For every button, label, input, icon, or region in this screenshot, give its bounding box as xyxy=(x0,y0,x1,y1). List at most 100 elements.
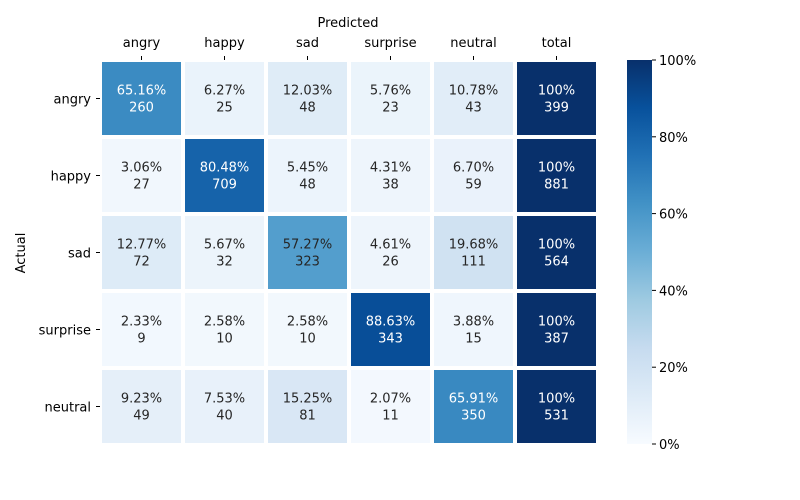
cell-percent-label: 12.77% xyxy=(117,238,167,253)
cell-count-label: 531 xyxy=(544,409,569,424)
heatmap-cell xyxy=(98,289,185,370)
cell-percent-label: 6.27% xyxy=(204,84,245,99)
cell-count-label: 10 xyxy=(216,332,233,347)
cell-count-label: 9 xyxy=(137,332,145,347)
cell-percent-label: 7.53% xyxy=(204,392,245,407)
row-tick-label: happy xyxy=(51,170,92,185)
heatmap-cell xyxy=(347,289,434,370)
heatmap-cell xyxy=(181,58,268,139)
colorbar-ticks: 0% 20% 40% 60% 80% 100% xyxy=(652,54,696,453)
cell-count-label: 564 xyxy=(544,255,569,270)
cell-percent-label: 5.67% xyxy=(204,238,245,253)
colorbar-tick-label: 20% xyxy=(659,361,688,376)
cell-percent-label: 10.78% xyxy=(449,84,499,99)
heatmap-cell xyxy=(513,212,600,293)
heatmap-cell xyxy=(513,58,600,139)
cell-percent-label: 100% xyxy=(538,84,575,99)
cell-count-label: 72 xyxy=(133,255,150,270)
cell-count-label: 25 xyxy=(216,101,233,116)
y-axis-label: Actual xyxy=(14,233,29,274)
heatmap-cell xyxy=(98,212,185,293)
heatmap-cell xyxy=(430,289,517,370)
cell-percent-label: 100% xyxy=(538,315,575,330)
heatmap-cell xyxy=(347,212,434,293)
cell-count-label: 323 xyxy=(295,255,320,270)
heatmap-cell xyxy=(513,135,600,216)
cell-percent-label: 3.88% xyxy=(453,315,494,330)
colorbar-tick-label: 80% xyxy=(659,131,688,146)
heatmap-cell xyxy=(347,58,434,139)
cell-percent-label: 6.70% xyxy=(453,161,494,176)
cell-percent-label: 2.58% xyxy=(204,315,245,330)
cell-percent-label: 5.45% xyxy=(287,161,328,176)
heatmap-cell xyxy=(513,289,600,370)
column-tick-label: neutral xyxy=(450,36,497,51)
column-tick-label: total xyxy=(542,36,572,51)
cell-percent-label: 9.23% xyxy=(121,392,162,407)
cell-percent-label: 88.63% xyxy=(366,315,416,330)
row-tick-label: surprise xyxy=(39,324,91,339)
heatmap-cell xyxy=(98,366,185,447)
cell-count-label: 48 xyxy=(299,101,316,116)
column-tick-label: happy xyxy=(204,36,245,51)
cell-count-label: 111 xyxy=(461,255,486,270)
cell-percent-label: 80.48% xyxy=(200,161,250,176)
heatmap-cell xyxy=(264,289,351,370)
cell-percent-label: 65.91% xyxy=(449,392,499,407)
cell-percent-label: 2.07% xyxy=(370,392,411,407)
cell-percent-label: 3.06% xyxy=(121,161,162,176)
cell-percent-label: 2.33% xyxy=(121,315,162,330)
cell-count-label: 49 xyxy=(133,409,150,424)
cell-percent-label: 4.31% xyxy=(370,161,411,176)
cell-count-label: 40 xyxy=(216,409,233,424)
cell-count-label: 38 xyxy=(382,178,399,193)
cell-percent-label: 57.27% xyxy=(283,238,333,253)
heatmap-cell xyxy=(98,58,185,139)
cell-percent-label: 100% xyxy=(538,161,575,176)
heatmap-cell xyxy=(181,135,268,216)
x-axis-label: Predicted xyxy=(317,16,378,31)
cell-percent-label: 100% xyxy=(538,392,575,407)
cell-percent-label: 4.61% xyxy=(370,238,411,253)
row-tick-labels: angry happy sad surprise neutral xyxy=(39,93,100,416)
cell-count-label: 81 xyxy=(299,409,316,424)
heatmap-cell xyxy=(181,212,268,293)
cell-count-label: 48 xyxy=(299,178,316,193)
cell-count-label: 43 xyxy=(465,101,482,116)
cell-count-label: 387 xyxy=(544,332,569,347)
cell-percent-label: 12.03% xyxy=(283,84,333,99)
heatmap-cell xyxy=(264,135,351,216)
colorbar-tick-label: 100% xyxy=(659,54,696,69)
heatmap-cell xyxy=(181,366,268,447)
cell-count-label: 15 xyxy=(465,332,482,347)
column-tick-label: angry xyxy=(123,36,161,51)
heatmap-cell xyxy=(430,135,517,216)
column-tick-label: surprise xyxy=(364,36,416,51)
colorbar xyxy=(627,60,652,444)
heatmap-cell xyxy=(430,212,517,293)
cell-count-label: 23 xyxy=(382,101,399,116)
heatmap-cell xyxy=(264,58,351,139)
colorbar-tick-label: 40% xyxy=(659,284,688,299)
cell-count-label: 399 xyxy=(544,101,569,116)
cell-percent-label: 15.25% xyxy=(283,392,333,407)
heatmap-cell xyxy=(264,212,351,293)
cell-percent-label: 100% xyxy=(538,238,575,253)
row-tick-label: sad xyxy=(68,247,91,262)
cell-count-label: 260 xyxy=(129,101,154,116)
cell-count-label: 343 xyxy=(378,332,403,347)
heatmap-cells: 65.16% 260 6.27% 25 12.03% 48 5.76% 23 10.78% 43 1… xyxy=(98,58,600,447)
heatmap-cell xyxy=(181,289,268,370)
heatmap-cell xyxy=(513,366,600,447)
colorbar-tick-label: 60% xyxy=(659,208,688,223)
cell-count-label: 59 xyxy=(465,178,482,193)
column-tick-labels: angry happy sad surprise neutral total xyxy=(123,36,572,60)
cell-count-label: 32 xyxy=(216,255,233,270)
colorbar-tick-label: 0% xyxy=(659,438,680,453)
heatmap-cell xyxy=(98,135,185,216)
heatmap-cell xyxy=(347,366,434,447)
heatmap-cell xyxy=(430,58,517,139)
cell-count-label: 10 xyxy=(299,332,316,347)
cell-count-label: 709 xyxy=(212,178,237,193)
